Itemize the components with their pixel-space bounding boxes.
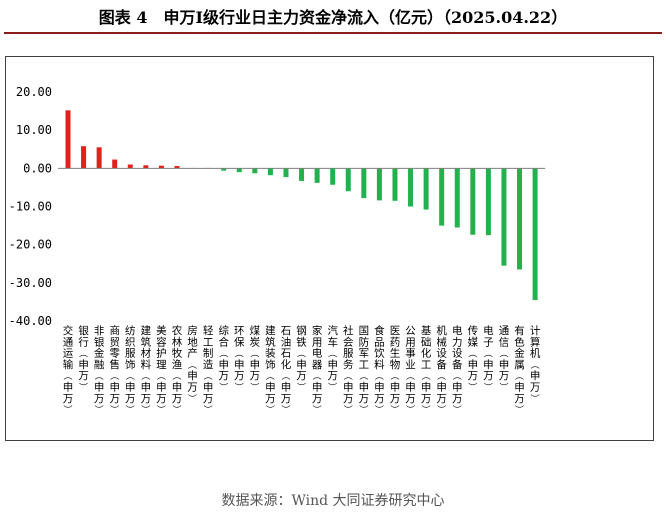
bar [283, 168, 289, 178]
y-tick-label: 10.00 [16, 123, 52, 137]
bar [299, 168, 305, 181]
x-category-label: 汽车︵申万︶ [327, 324, 338, 394]
bar [96, 147, 102, 169]
x-category-label: 美容护理︵申万︶ [156, 324, 167, 416]
bar [221, 168, 227, 171]
x-category-label: 电子︵申万︶ [483, 324, 494, 394]
x-category-label: 公用事业︵申万︶ [405, 325, 416, 416]
x-category-label: 国防军工︵申万︶ [359, 325, 370, 416]
bar [454, 168, 460, 228]
bar [252, 168, 258, 174]
x-category-label: 轻工制造︵申万︶ [203, 324, 214, 416]
y-tick-label: 0.00 [23, 161, 52, 175]
x-category-label: 非银金融︵申万︶ [94, 325, 105, 416]
x-category-label: 基础化工︵申万︶ [421, 324, 432, 416]
x-category-label: 纺织服饰︵申万︶ [125, 324, 136, 416]
x-category-label: 食品饮料︵申万︶ [374, 324, 385, 416]
x-category-label: 石油石化︵申万︶ [281, 325, 292, 416]
x-category-label: 有色金属︵申万︶ [514, 324, 525, 416]
title-rule [4, 32, 662, 34]
bar [408, 168, 414, 207]
x-category-label: 房地产︵申万︶ [187, 324, 198, 405]
y-axis-ticks: 20.00 10.00 0.00 -10.00 -20.00 -30.00 -40.00 [9, 85, 52, 328]
bars [65, 110, 538, 301]
bar [361, 168, 367, 199]
bar [112, 159, 118, 169]
y-tick-label: -10.00 [9, 200, 52, 214]
figure-title: 图表 4 申万Ⅰ级行业日主力资金净流入（亿元）（2025.04.22） [98, 8, 568, 27]
x-category-label: 社会服务︵申万︶ [343, 324, 354, 416]
x-category-label: 钢铁︵申万︶ [296, 324, 307, 394]
bar [532, 168, 538, 301]
x-axis-labels: 交通运输︵申万︶ 银行︵申万︶ 非银金融︵申万︶ 商贸零售︵申万︶ 纺织服饰︵申万︶ 建筑… [63, 324, 541, 416]
bar [314, 168, 320, 183]
bar [439, 168, 445, 226]
y-tick-label: -30.00 [9, 276, 52, 290]
x-category-label: 通信︵申万︶ [499, 325, 510, 394]
y-tick-label: -20.00 [9, 238, 52, 252]
bar-chart: 20.00 10.00 0.00 -10.00 -20.00 -30.00 -40.00 交… [9, 85, 546, 416]
bar [143, 165, 149, 169]
bar [392, 168, 398, 201]
x-category-label: 电力设备︵申万︶ [452, 324, 463, 416]
bar [345, 168, 351, 192]
bar [267, 168, 273, 176]
bar [127, 164, 133, 169]
bar [517, 168, 523, 270]
y-tick-label: -40.00 [9, 314, 52, 328]
x-category-label: 建筑材料︵申万︶ [141, 324, 152, 416]
bar [470, 168, 476, 235]
x-category-label: 建筑装饰︵申万︶ [265, 324, 276, 416]
bar [423, 168, 429, 210]
bar [65, 110, 71, 169]
bar [174, 166, 180, 169]
x-category-label: 银行︵申万︶ [78, 324, 89, 394]
bar [376, 168, 382, 201]
x-category-label: 农林牧渔︵申万︶ [172, 324, 183, 416]
chart-frame: 20.00 10.00 0.00 -10.00 -20.00 -30.00 -40.00 交… [5, 56, 654, 441]
bar [81, 146, 87, 169]
x-category-label: 煤炭︵申万︶ [250, 324, 261, 394]
x-category-label: 交通运输︵申万︶ [63, 324, 74, 416]
x-category-label: 医药生物︵申万︶ [390, 325, 401, 416]
source-note: 数据来源：Wind 大同证券研究中心 [221, 493, 445, 509]
bar [501, 168, 507, 266]
x-category-label: 综合︵申万︶ [218, 324, 229, 394]
y-tick-label: 20.00 [16, 85, 52, 99]
x-category-label: 环保︵申万︶ [234, 325, 245, 394]
x-category-label: 计算机︵申万︶ [530, 324, 541, 405]
x-category-label: 传媒︵申万︶ [468, 325, 479, 394]
bar [236, 168, 242, 173]
bar [330, 168, 336, 185]
x-category-label: 机械设备︵申万︶ [436, 324, 447, 416]
bar [158, 165, 164, 169]
bar [485, 168, 491, 236]
x-category-label: 商贸零售︵申万︶ [109, 324, 120, 416]
x-category-label: 家用电器︵申万︶ [312, 324, 323, 416]
